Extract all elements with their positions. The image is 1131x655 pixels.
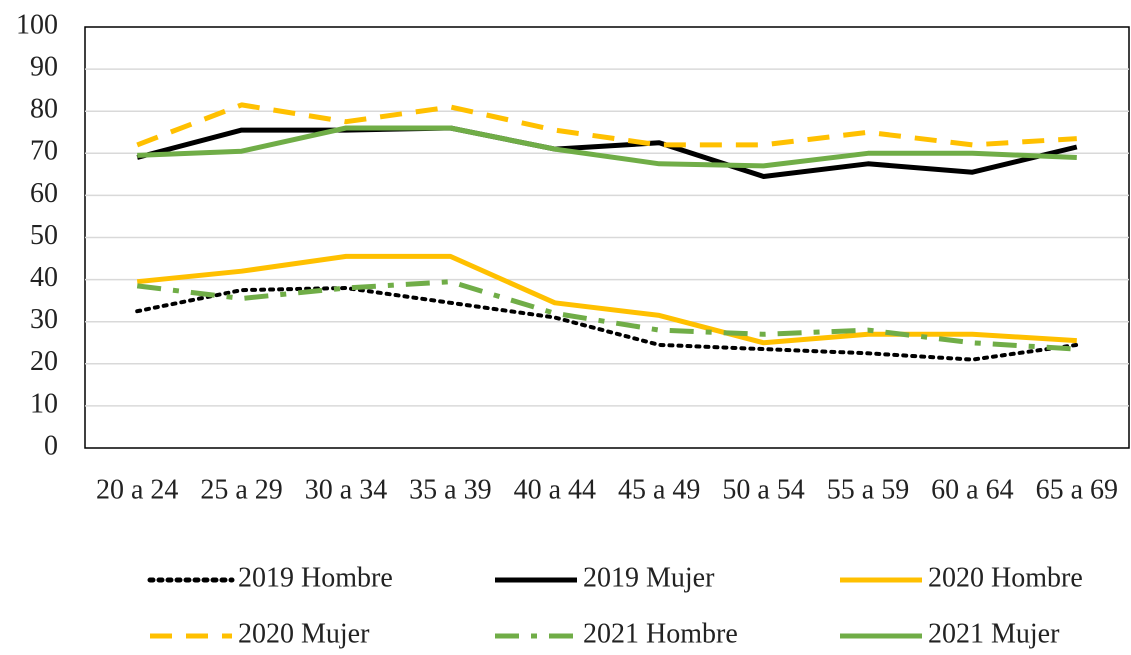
y-tick-label: 10 — [30, 388, 58, 419]
legend-label: 2019 Hombre — [238, 562, 393, 593]
x-tick-label: 25 a 29 — [200, 474, 282, 505]
y-tick-label: 60 — [30, 178, 58, 209]
series-line — [136, 125, 1078, 179]
x-tick-label: 65 a 69 — [1036, 474, 1118, 505]
series-line — [136, 253, 1077, 346]
x-tick-label: 35 a 39 — [409, 474, 491, 505]
x-tick-label: 30 a 34 — [305, 474, 387, 505]
legend-label: 2019 Mujer — [583, 562, 715, 593]
y-tick-label: 50 — [30, 220, 58, 251]
x-tick-label: 55 a 59 — [827, 474, 909, 505]
y-tick-label: 70 — [30, 136, 58, 167]
x-tick-label: 40 a 44 — [514, 474, 596, 505]
legend-label: 2021 Hombre — [583, 618, 738, 649]
legend-label: 2020 Mujer — [238, 618, 370, 649]
series-line — [135, 286, 1079, 362]
series-line — [136, 102, 1077, 148]
y-tick-label: 0 — [44, 430, 58, 461]
y-tick-label: 100 — [16, 9, 58, 40]
x-tick-label: 45 a 49 — [618, 474, 700, 505]
x-tick-label: 50 a 54 — [722, 474, 804, 505]
y-tick-label: 40 — [30, 262, 58, 293]
legend-label: 2020 Hombre — [928, 562, 1083, 593]
y-tick-label: 30 — [30, 304, 58, 335]
x-tick-label: 20 a 24 — [96, 474, 178, 505]
series-line — [136, 279, 1077, 352]
y-tick-label: 20 — [30, 346, 58, 377]
series-line — [137, 125, 1077, 169]
legend-label: 2021 Mujer — [928, 618, 1060, 649]
y-tick-label: 80 — [30, 94, 58, 125]
y-tick-label: 90 — [30, 52, 58, 83]
x-tick-label: 60 a 64 — [931, 474, 1013, 505]
